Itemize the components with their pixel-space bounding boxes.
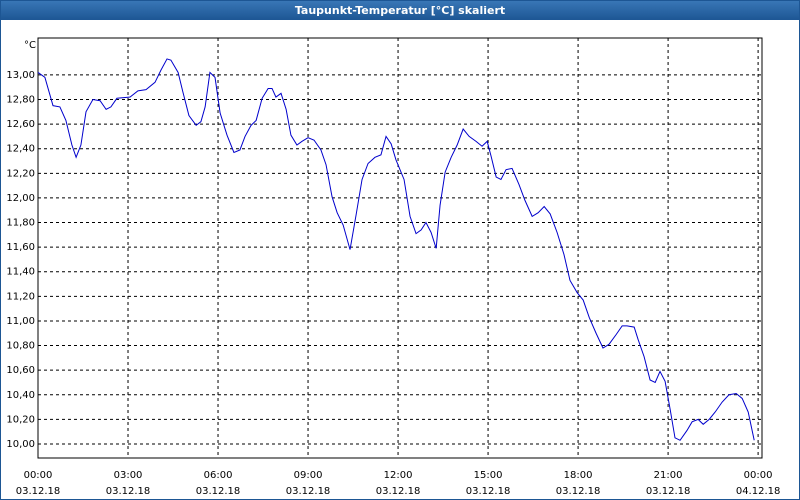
y-tick-label: 12,80	[6, 95, 35, 106]
y-tick-label: 12,20	[6, 168, 35, 179]
y-tick-label: 10,40	[6, 390, 35, 401]
y-unit: °C	[24, 40, 36, 51]
y-tick-label: 11,60	[6, 242, 35, 253]
x-tick-date: 04.12.18	[736, 486, 781, 497]
y-tick-label: 10,20	[6, 414, 35, 425]
x-tick-date: 03.12.18	[376, 486, 421, 497]
x-tick-label: 03:00	[114, 470, 143, 481]
y-tick-label: 11,20	[6, 291, 35, 302]
x-tick-label: 00:00	[24, 470, 53, 481]
x-tick-date: 03.12.18	[646, 486, 691, 497]
y-tick-label: 10,60	[6, 365, 35, 376]
x-tick-label: 21:00	[654, 470, 683, 481]
x-tick-label: 12:00	[384, 470, 413, 481]
x-tick-label: 09:00	[294, 470, 323, 481]
y-tick-label: 11,00	[6, 316, 35, 327]
x-tick-date: 03.12.18	[556, 486, 601, 497]
x-tick-date: 03.12.18	[466, 486, 511, 497]
x-tick-date: 03.12.18	[16, 486, 61, 497]
x-tick-label: 00:00	[744, 470, 773, 481]
y-tick-label: 12,60	[6, 119, 35, 130]
x-tick-date: 03.12.18	[106, 486, 151, 497]
y-tick-label: 11,80	[6, 218, 35, 229]
x-tick-date: 03.12.18	[286, 486, 331, 497]
data-line	[37, 58, 755, 441]
y-tick-label: 10,00	[6, 439, 35, 450]
x-tick-label: 15:00	[474, 470, 503, 481]
y-tick-label: 11,40	[6, 267, 35, 278]
chart-title: Taupunkt-Temperatur [°C] skaliert	[295, 4, 505, 17]
x-tick-label: 18:00	[564, 470, 593, 481]
x-tick-date: 03.12.18	[196, 486, 241, 497]
y-tick-label: 10,80	[6, 341, 35, 352]
y-tick-label: 12,00	[6, 193, 35, 204]
x-tick-label: 06:00	[204, 470, 233, 481]
title-bar	[0, 0, 800, 20]
y-tick-label: 13,00	[6, 70, 35, 81]
y-tick-label: 12,40	[6, 144, 35, 155]
